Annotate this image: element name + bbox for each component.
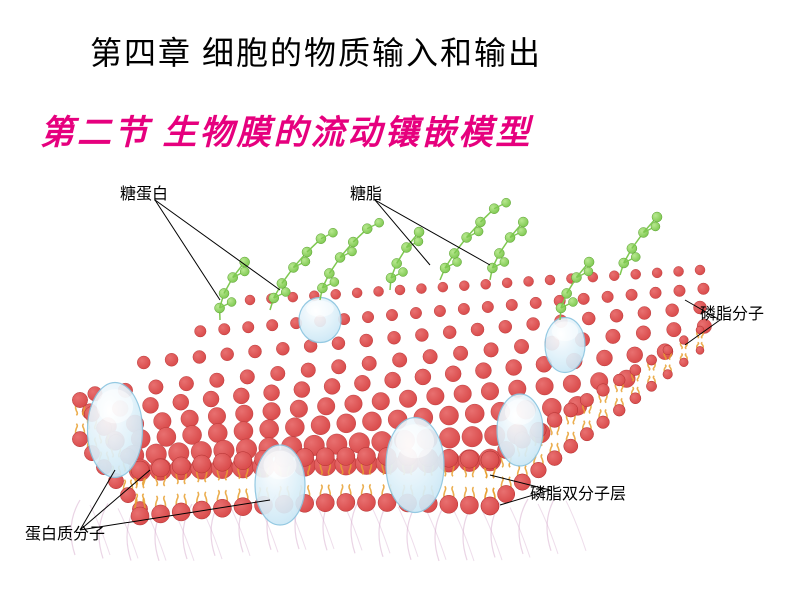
membrane-diagram: 糖蛋白 糖脂 磷脂分子 蛋白质分子 磷脂双分子层 [20, 170, 780, 590]
label-phospholipid-bilayer: 磷脂双分子层 [530, 480, 626, 504]
section-title: 第二节 生物膜的流动镶嵌模型 [40, 105, 533, 154]
label-glycolipid: 糖脂 [350, 180, 382, 204]
label-protein-molecule: 蛋白质分子 [25, 520, 105, 544]
label-phospholipid-molecule: 磷脂分子 [700, 300, 764, 324]
chapter-title: 第四章 细胞的物质输入和输出 [90, 28, 542, 74]
label-glycoprotein: 糖蛋白 [120, 180, 168, 204]
